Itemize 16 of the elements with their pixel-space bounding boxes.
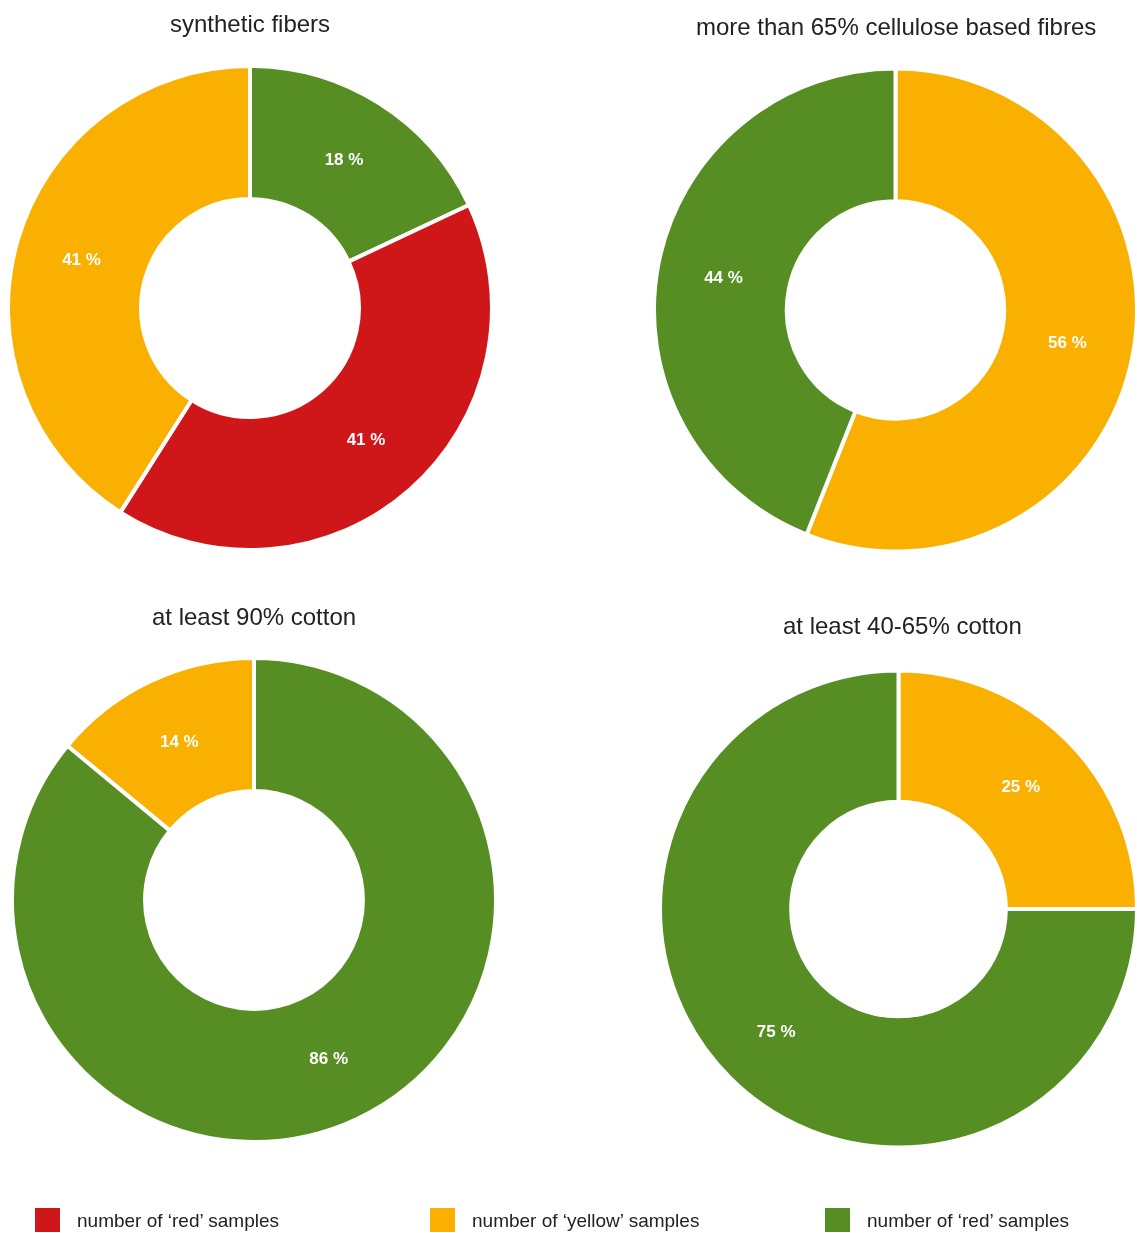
chart-title: synthetic fibers — [170, 10, 331, 37]
data-label: 86 % — [309, 1049, 349, 1069]
data-label: 25 % — [1001, 777, 1041, 797]
chart-title: more than 65% cellulose based fibres — [696, 13, 1097, 40]
chart-title: at least 40-65% cotton — [783, 612, 1022, 639]
data-label: 41 % — [346, 430, 386, 450]
chart-title: at least 90% cotton — [152, 603, 357, 630]
data-label: 56 % — [1048, 333, 1087, 353]
legend-label: number of ‘yellow’ samples — [472, 1210, 700, 1231]
legend-label: number of ‘red’ samples — [77, 1210, 280, 1231]
data-label: 75 % — [756, 1021, 796, 1041]
data-label: 14 % — [159, 731, 199, 751]
data-label: 18 % — [324, 150, 364, 170]
data-label: 41 % — [62, 249, 101, 269]
legend-label: number of ‘red’ samples — [867, 1210, 1070, 1231]
data-label: 44 % — [704, 267, 743, 287]
